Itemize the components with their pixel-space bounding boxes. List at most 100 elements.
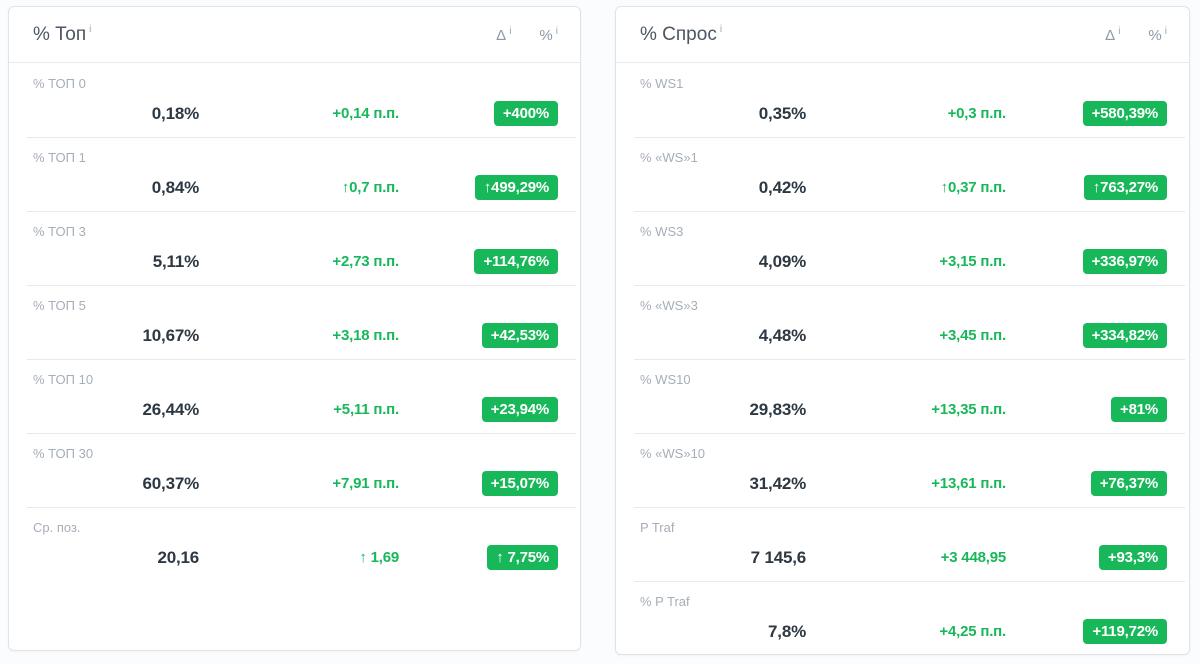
metric-delta: +2,73 п.п. (332, 253, 399, 270)
metric-row: % ТОП 5 10,67% +3,18 п.п. +42,53% (9, 285, 580, 359)
metric-delta: +0,14 п.п. (332, 105, 399, 122)
metric-change-badge: +334,82% (1082, 323, 1167, 348)
metric-delta: ↑ 1,69 (359, 549, 399, 566)
metric-label: % P Traf (640, 594, 690, 609)
delta-symbol: Δ (1105, 26, 1116, 44)
metric-label: % ТОП 5 (33, 298, 86, 313)
metric-change-badge: +93,3% (1098, 545, 1167, 570)
metric-row: % WS3 4,09% +3,15 п.п. +336,97% (616, 211, 1189, 285)
metric-value: 0,35% (758, 103, 806, 123)
metric-delta: ↑0,37 п.п. (940, 179, 1007, 196)
metric-delta: +0,3 п.п. (947, 105, 1007, 122)
percent-column-header[interactable]: % i (1148, 26, 1167, 44)
metric-row: % ТОП 0 0,18% +0,14 п.п. +400% (9, 63, 580, 137)
metric-row: P Traf 7 145,6 +3 448,95 +93,3% (616, 507, 1189, 581)
metric-value: 4,48% (758, 325, 806, 345)
metric-label: % «WS»10 (640, 446, 706, 461)
metric-delta: +3,18 п.п. (332, 327, 399, 344)
metric-value: 4,09% (758, 251, 806, 271)
metric-row: % «WS»10 31,42% +13,61 п.п. +76,37% (616, 433, 1189, 507)
metric-label: Ср. поз. (33, 520, 81, 535)
metric-value: 0,42% (758, 177, 806, 197)
percent-symbol: % (539, 26, 553, 44)
metric-value: 10,67% (142, 325, 200, 345)
metric-row: % P Traf 7,8% +4,25 п.п. +119,72% (616, 581, 1189, 655)
metric-label: % WS3 (640, 224, 684, 239)
metric-row: % «WS»1 0,42% ↑0,37 п.п. ↑763,27% (616, 137, 1189, 211)
metrics-list: % ТОП 0 0,18% +0,14 п.п. +400% % ТОП 1 0… (9, 63, 580, 581)
metric-value: 7 145,6 (750, 547, 807, 567)
metric-row: % ТОП 1 0,84% ↑0,7 п.п. ↑499,29% (9, 137, 580, 211)
metric-delta: +7,91 п.п. (332, 475, 399, 492)
metrics-list: % WS1 0,35% +0,3 п.п. +580,39% % «WS»1 0… (616, 63, 1189, 655)
panel-title: % Спрос i (640, 24, 722, 46)
metric-delta: +4,25 п.п. (939, 623, 1006, 640)
metric-value: 7,8% (768, 621, 806, 641)
metric-delta: +5,11 п.п. (333, 401, 399, 418)
metric-label: P Traf (640, 520, 675, 535)
delta-symbol: Δ (496, 26, 507, 44)
metric-value: 26,44% (142, 399, 200, 419)
metric-label: % WS10 (640, 372, 691, 387)
metric-row: % ТОП 30 60,37% +7,91 п.п. +15,07% (9, 433, 580, 507)
panel-title-text: % Спрос (640, 23, 717, 45)
metric-change-badge: +23,94% (481, 397, 558, 422)
metric-change-badge: ↑499,29% (474, 175, 558, 200)
panel-title: % Топ i (33, 24, 91, 46)
metric-label: % ТОП 30 (33, 446, 94, 461)
info-icon[interactable]: i (555, 25, 558, 37)
metric-delta: ↑0,7 п.п. (341, 179, 399, 196)
metric-delta: +3,45 п.п. (939, 327, 1006, 344)
metric-change-badge: +15,07% (481, 471, 558, 496)
metric-row: % ТОП 3 5,11% +2,73 п.п. +114,76% (9, 211, 580, 285)
metric-delta: +3,15 п.п. (939, 253, 1006, 270)
metric-change-badge: +119,72% (1083, 619, 1167, 644)
percent-symbol: % (1148, 26, 1162, 44)
metric-change-badge: +114,76% (474, 249, 558, 274)
metric-value: 29,83% (749, 399, 807, 419)
metric-row: Ср. поз. 20,16 ↑ 1,69 ↑ 7,75% (9, 507, 580, 581)
info-icon[interactable]: i (89, 24, 92, 36)
info-icon[interactable]: i (509, 25, 512, 37)
metric-value: 31,42% (749, 473, 807, 493)
percent-column-header[interactable]: % i (539, 26, 558, 44)
metric-label: % ТОП 1 (33, 150, 86, 165)
metric-label: % ТОП 10 (33, 372, 94, 387)
metric-value: 60,37% (142, 473, 200, 493)
info-icon[interactable]: i (1118, 25, 1121, 37)
metric-change-badge: +580,39% (1082, 101, 1167, 126)
metric-value: 5,11% (152, 251, 199, 271)
metric-label: % ТОП 3 (33, 224, 86, 239)
metric-label: % «WS»1 (640, 150, 698, 165)
metric-change-badge: +400% (493, 101, 558, 126)
metric-row: % WS1 0,35% +0,3 п.п. +580,39% (616, 63, 1189, 137)
metric-change-badge: +81% (1111, 397, 1167, 422)
metric-change-badge: +42,53% (481, 323, 558, 348)
metric-change-badge: +336,97% (1082, 249, 1167, 274)
metric-label: % ТОП 0 (33, 76, 86, 91)
metric-delta: +3 448,95 (940, 549, 1007, 566)
panel-title-text: % Топ (33, 23, 87, 45)
metric-change-badge: +76,37% (1090, 471, 1167, 496)
metric-row: % «WS»3 4,48% +3,45 п.п. +334,82% (616, 285, 1189, 359)
metric-value: 0,18% (151, 103, 199, 123)
metric-label: % «WS»3 (640, 298, 698, 313)
metric-change-badge: ↑763,27% (1083, 175, 1167, 200)
metric-row: % WS10 29,83% +13,35 п.п. +81% (616, 359, 1189, 433)
metric-row: % ТОП 10 26,44% +5,11 п.п. +23,94% (9, 359, 580, 433)
metric-delta: +13,61 п.п. (931, 475, 1006, 492)
metric-value: 0,84% (151, 177, 199, 197)
info-icon[interactable]: i (1164, 25, 1167, 37)
metric-delta: +13,35 п.п. (931, 401, 1006, 418)
metric-change-badge: ↑ 7,75% (487, 545, 558, 570)
info-icon[interactable]: i (719, 24, 723, 36)
metric-value: 20,16 (157, 547, 199, 567)
